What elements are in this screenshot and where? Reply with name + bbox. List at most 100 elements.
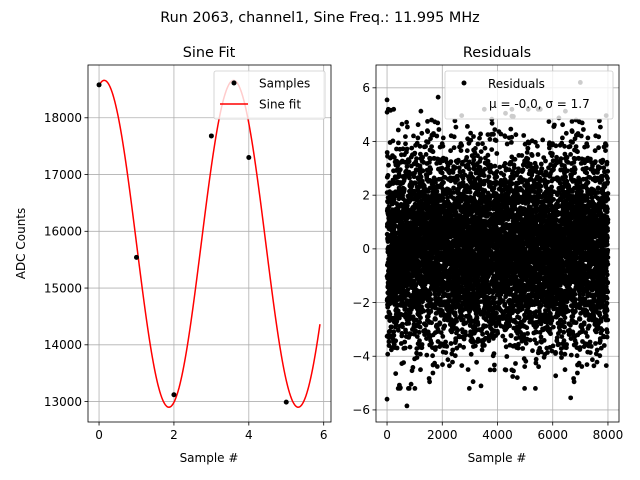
residual-point <box>407 344 413 350</box>
residual-point <box>478 156 483 162</box>
residual-point <box>417 319 423 325</box>
residual-point <box>502 337 508 343</box>
residual-point <box>480 141 485 147</box>
residual-point <box>441 180 446 185</box>
residual-point <box>440 362 445 367</box>
residual-point <box>430 149 436 155</box>
sine-fit-y-tick-label: 13000 <box>44 395 82 409</box>
residual-point <box>429 340 434 346</box>
residual-point <box>458 148 464 154</box>
sine-fit-y-tick-label: 17000 <box>44 168 82 182</box>
residual-point <box>455 157 461 163</box>
residual-point <box>414 140 420 146</box>
residual-point <box>486 174 492 180</box>
residual-point <box>509 134 515 140</box>
residual-point <box>434 364 440 369</box>
residual-point <box>385 173 391 178</box>
residual-point <box>402 345 408 351</box>
residual-point <box>466 166 472 172</box>
residual-point <box>508 333 514 339</box>
residual-point <box>440 334 446 339</box>
residual-point <box>450 347 456 353</box>
sine-fit-x-tick-label: 6 <box>320 428 328 442</box>
residual-point <box>482 343 487 348</box>
residual-point <box>448 341 454 346</box>
residual-point <box>409 145 415 151</box>
sine-fit-x-tick-label: 4 <box>245 428 253 442</box>
sine-fit-xlabel: Sample # <box>180 451 239 465</box>
residual-point <box>411 133 416 139</box>
residual-point <box>397 315 402 321</box>
residual-point <box>443 350 449 355</box>
residual-point <box>418 351 423 357</box>
residual-point <box>418 273 424 279</box>
residual-point <box>429 320 434 326</box>
residual-point <box>396 140 401 146</box>
residual-point <box>404 203 410 209</box>
residual-point <box>395 327 401 333</box>
sine-fit-line <box>98 79 321 409</box>
residual-point <box>465 367 471 372</box>
residual-point <box>487 136 493 142</box>
residual-point <box>470 379 476 385</box>
residual-point <box>439 170 445 176</box>
residual-point <box>482 145 488 151</box>
residual-point <box>423 322 429 328</box>
residual-point <box>507 323 513 329</box>
residual-point <box>448 159 454 165</box>
residual-point <box>429 144 434 150</box>
residual-point <box>492 163 498 169</box>
residual-point <box>422 331 428 337</box>
residual-point <box>411 278 417 284</box>
residual-point <box>495 330 501 336</box>
residual-point <box>479 347 485 353</box>
residual-point <box>510 374 516 379</box>
residual-point <box>433 345 438 350</box>
residual-point <box>404 164 410 169</box>
residual-point <box>459 143 465 148</box>
residual-point <box>414 334 420 339</box>
residual-point <box>447 363 452 369</box>
residual-point <box>404 119 409 125</box>
residual-point <box>483 323 489 329</box>
residual-point <box>419 130 425 136</box>
residual-point <box>406 386 412 391</box>
residual-point <box>425 139 431 145</box>
residual-point <box>494 151 500 156</box>
residual-point <box>516 315 522 321</box>
residual-point <box>478 149 484 155</box>
residual-point <box>417 184 422 190</box>
residual-point <box>492 362 497 368</box>
residual-point <box>413 180 419 186</box>
residual-point <box>392 155 397 160</box>
residual-point <box>486 338 492 344</box>
residual-point <box>454 318 459 324</box>
residual-point <box>480 331 485 337</box>
residual-point <box>451 145 457 151</box>
residual-point <box>491 367 497 373</box>
residual-point <box>430 370 436 376</box>
residual-point <box>410 365 416 370</box>
residual-point <box>473 146 478 151</box>
residual-point <box>391 329 397 335</box>
residual-point <box>461 344 466 350</box>
residual-point <box>478 383 484 389</box>
residual-point <box>391 106 397 112</box>
residual-point <box>412 386 418 391</box>
residual-point <box>423 144 428 149</box>
residual-point <box>475 322 481 327</box>
residual-point <box>504 141 510 147</box>
residual-point <box>434 133 440 139</box>
residual-point <box>408 381 414 387</box>
residual-point <box>414 350 419 356</box>
residual-point <box>478 131 483 137</box>
residual-point <box>417 324 423 330</box>
sample-point <box>283 399 289 405</box>
residual-point <box>512 156 518 162</box>
residual-point <box>418 174 424 180</box>
residual-point <box>418 315 423 321</box>
residual-point <box>493 138 499 144</box>
residual-point <box>437 320 443 326</box>
